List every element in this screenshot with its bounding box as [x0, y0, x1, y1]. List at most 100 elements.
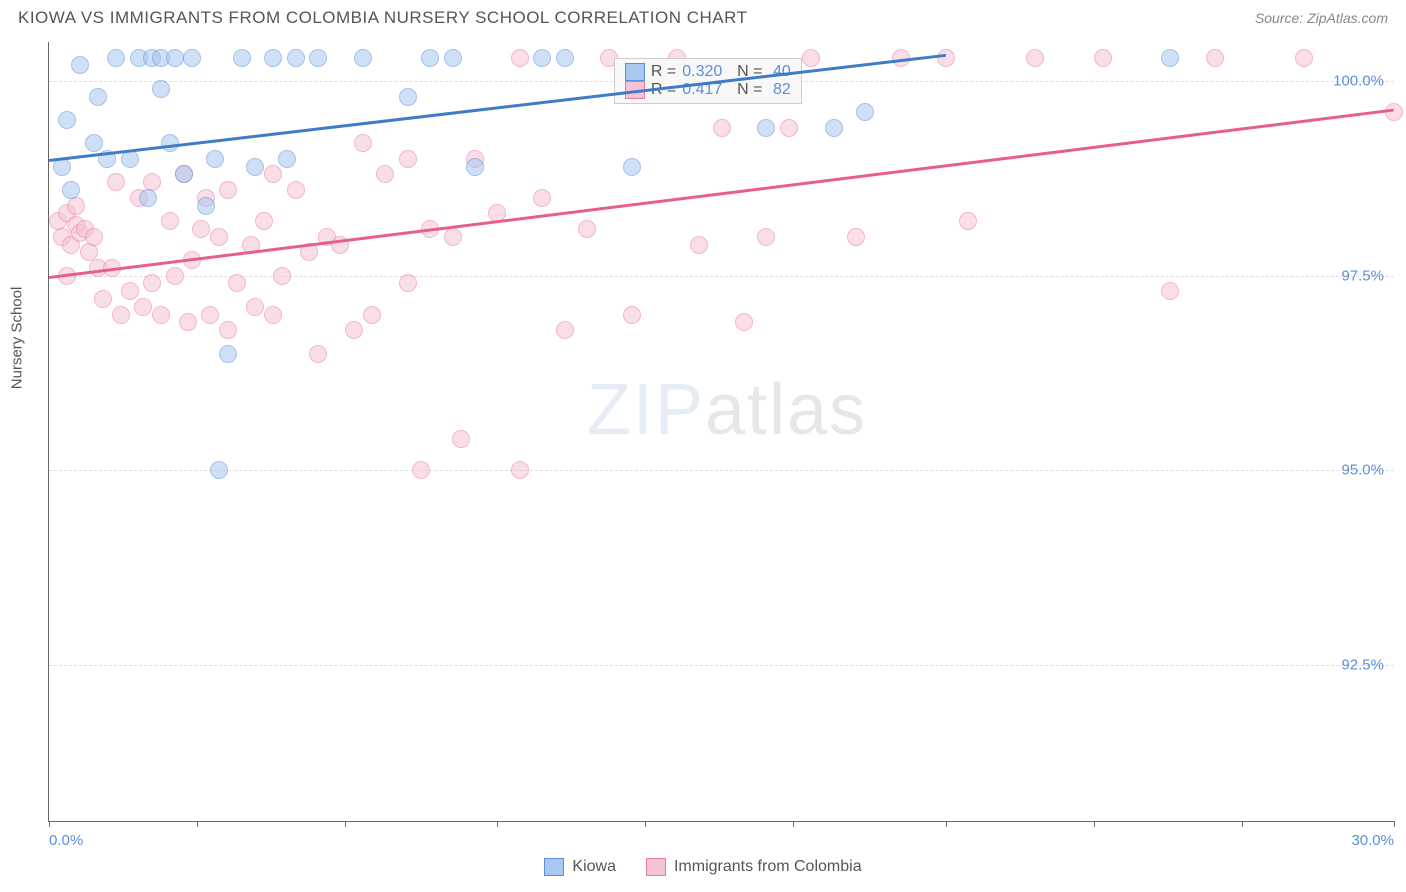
data-point: [219, 181, 237, 199]
data-point: [134, 298, 152, 316]
legend-item: Kiowa: [544, 858, 616, 876]
data-point: [121, 282, 139, 300]
data-point: [166, 267, 184, 285]
data-point: [192, 220, 210, 238]
data-point: [166, 49, 184, 67]
data-point: [309, 49, 327, 67]
data-point: [623, 158, 641, 176]
y-axis-label: Nursery School: [9, 286, 26, 389]
data-point: [139, 189, 157, 207]
data-point: [85, 228, 103, 246]
data-point: [412, 461, 430, 479]
data-point: [399, 274, 417, 292]
data-point: [757, 119, 775, 137]
data-point: [228, 274, 246, 292]
data-point: [175, 165, 193, 183]
data-point: [85, 134, 103, 152]
data-point: [511, 461, 529, 479]
data-point: [345, 321, 363, 339]
data-point: [452, 430, 470, 448]
data-point: [399, 88, 417, 106]
data-point: [421, 49, 439, 67]
data-point: [219, 345, 237, 363]
data-point: [233, 49, 251, 67]
data-point: [287, 49, 305, 67]
data-point: [264, 49, 282, 67]
data-point: [107, 49, 125, 67]
data-point: [67, 197, 85, 215]
data-point: [1161, 49, 1179, 67]
data-point: [161, 212, 179, 230]
data-point: [71, 56, 89, 74]
data-point: [210, 228, 228, 246]
data-point: [210, 461, 228, 479]
data-point: [623, 306, 641, 324]
data-point: [152, 306, 170, 324]
data-point: [780, 119, 798, 137]
data-point: [107, 173, 125, 191]
x-tick: [946, 821, 947, 827]
legend-swatch: [646, 858, 666, 876]
gridline: [49, 665, 1394, 666]
legend-item: Immigrants from Colombia: [646, 858, 862, 876]
data-point: [62, 181, 80, 199]
data-point: [201, 306, 219, 324]
gridline: [49, 276, 1394, 277]
data-point: [197, 197, 215, 215]
x-tick: [197, 821, 198, 827]
scatter-chart: Nursery School 92.5%95.0%97.5%100.0%0.0%…: [48, 42, 1394, 822]
x-max-label: 30.0%: [1351, 832, 1394, 849]
data-point: [856, 103, 874, 121]
data-point: [1206, 49, 1224, 67]
x-min-label: 0.0%: [49, 832, 83, 849]
y-tick-label: 95.0%: [1341, 462, 1384, 479]
series-legend: Kiowa Immigrants from Colombia: [0, 858, 1406, 876]
source-label: Source: ZipAtlas.com: [1255, 10, 1388, 26]
data-point: [273, 267, 291, 285]
data-point: [466, 158, 484, 176]
data-point: [1094, 49, 1112, 67]
data-point: [444, 228, 462, 246]
data-point: [183, 49, 201, 67]
x-tick: [645, 821, 646, 827]
data-point: [399, 150, 417, 168]
data-point: [264, 165, 282, 183]
data-point: [255, 212, 273, 230]
legend-swatch: [625, 63, 645, 81]
x-tick: [49, 821, 50, 827]
y-tick-label: 92.5%: [1341, 657, 1384, 674]
data-point: [287, 181, 305, 199]
data-point: [58, 111, 76, 129]
data-point: [533, 49, 551, 67]
data-point: [143, 274, 161, 292]
data-point: [206, 150, 224, 168]
data-point: [847, 228, 865, 246]
data-point: [354, 134, 372, 152]
data-point: [376, 165, 394, 183]
data-point: [959, 212, 977, 230]
x-tick: [1242, 821, 1243, 827]
data-point: [309, 345, 327, 363]
data-point: [264, 306, 282, 324]
y-tick-label: 100.0%: [1333, 72, 1384, 89]
data-point: [219, 321, 237, 339]
y-tick-label: 97.5%: [1341, 267, 1384, 284]
chart-title: KIOWA VS IMMIGRANTS FROM COLOMBIA NURSER…: [18, 8, 747, 28]
trend-line: [49, 54, 946, 162]
x-tick: [793, 821, 794, 827]
legend-swatch: [544, 858, 564, 876]
data-point: [246, 298, 264, 316]
data-point: [179, 313, 197, 331]
data-point: [89, 88, 107, 106]
data-point: [825, 119, 843, 137]
data-point: [713, 119, 731, 137]
data-point: [444, 49, 462, 67]
data-point: [1295, 49, 1313, 67]
data-point: [363, 306, 381, 324]
data-point: [152, 80, 170, 98]
data-point: [1161, 282, 1179, 300]
x-tick: [497, 821, 498, 827]
data-point: [556, 321, 574, 339]
correlation-legend: R = 0.320 N = 40R = 0.417 N = 82: [614, 58, 802, 104]
data-point: [354, 49, 372, 67]
